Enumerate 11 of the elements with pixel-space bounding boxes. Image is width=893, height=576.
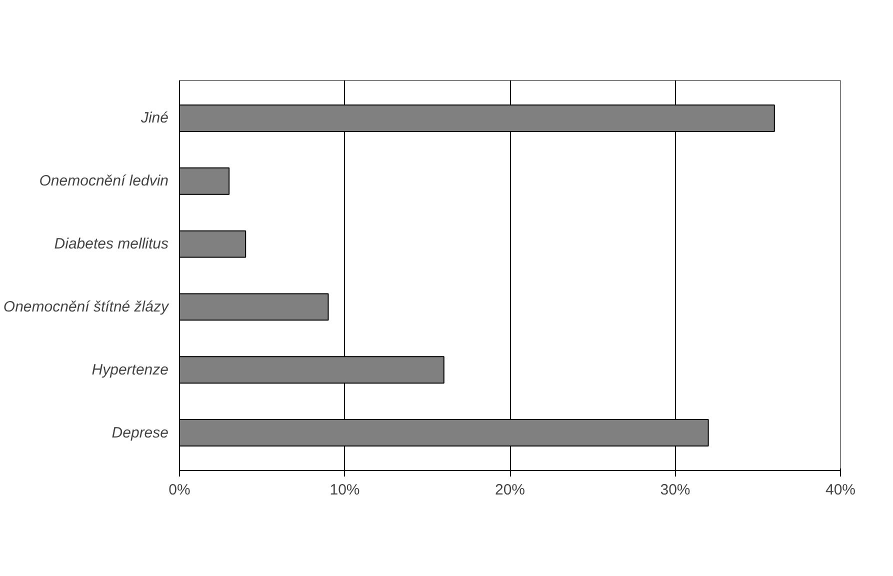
x-tick-label: 20% bbox=[494, 482, 526, 498]
x-tick-label: 30% bbox=[660, 482, 690, 498]
y-tick-label: Onemocnění ledvin bbox=[39, 172, 169, 190]
x-tick-label: 0% bbox=[168, 482, 190, 498]
y-tick-label: Hypertenze bbox=[92, 361, 169, 378]
y-tick-label: Jiné bbox=[140, 110, 169, 127]
y-tick-label: Deprese bbox=[112, 424, 169, 442]
x-tick-label: 40% bbox=[825, 482, 856, 498]
y-tick-label: Diabetes mellitus bbox=[54, 236, 169, 253]
y-tick-label: Onemocnění štítné žlázy bbox=[3, 298, 170, 316]
x-tick-label: 10% bbox=[330, 482, 360, 498]
